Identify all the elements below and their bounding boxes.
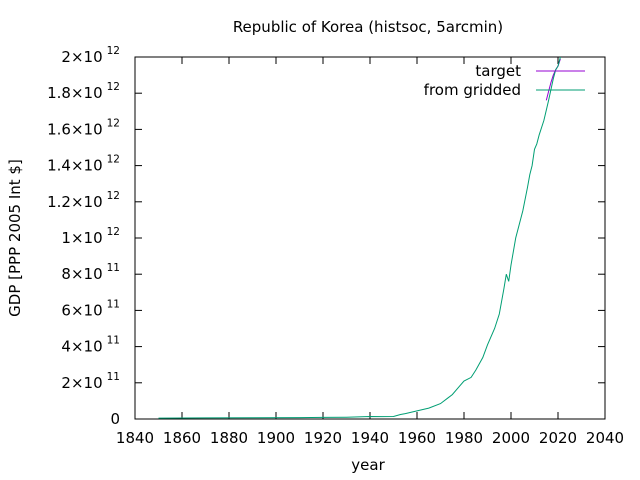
y-tick-label: 1.2×10 12 — [47, 190, 120, 211]
legend-label: from gridded — [424, 81, 521, 99]
y-tick-mantissa: 0 — [110, 410, 120, 428]
x-tick-label: 1920 — [304, 429, 342, 447]
y-tick-label: 4×10 11 — [61, 335, 120, 356]
y-tick-label: 1×10 12 — [61, 226, 120, 247]
x-tick-label: 1880 — [210, 429, 248, 447]
series-layer — [158, 56, 561, 419]
y-tick-mantissa: 2×10 — [61, 48, 102, 66]
y-axis-label: GDP [PPP 2005 Int $] — [6, 159, 24, 317]
y-tick-label: 8×10 11 — [61, 262, 120, 283]
y-tick-mantissa: 1.2×10 — [47, 193, 103, 211]
legend-label: target — [475, 62, 521, 80]
x-tick-label: 1860 — [163, 429, 201, 447]
y-tick-exponent: 11 — [107, 371, 120, 383]
y-tick-exponent: 11 — [107, 335, 120, 347]
y-tick-exponent: 12 — [107, 81, 120, 93]
series-line-1 — [158, 56, 561, 419]
y-tick-label: 1.4×10 12 — [47, 154, 120, 175]
y-tick-exponent: 12 — [107, 154, 120, 166]
y-tick-label: 1.6×10 12 — [47, 117, 120, 138]
y-tick-mantissa: 1×10 — [61, 229, 102, 247]
y-tick-exponent: 11 — [107, 298, 120, 310]
x-tick-label: 2020 — [539, 429, 577, 447]
x-tick-label: 1960 — [398, 429, 436, 447]
y-tick-mantissa: 1.4×10 — [47, 157, 103, 175]
y-tick-mantissa: 4×10 — [61, 338, 102, 356]
y-tick-exponent: 12 — [107, 117, 120, 129]
y-tick-label: 1.8×10 12 — [47, 81, 120, 102]
y-tick-label: 2×10 11 — [61, 371, 120, 392]
x-tick-label: 1840 — [116, 429, 154, 447]
y-tick-label: 2×10 12 — [61, 45, 120, 66]
x-tick-label: 1940 — [351, 429, 389, 447]
x-tick-label: 1980 — [445, 429, 483, 447]
y-tick-exponent: 12 — [107, 45, 120, 57]
y-tick-mantissa: 1.8×10 — [47, 84, 103, 102]
x-tick-label: 1900 — [257, 429, 295, 447]
x-tick-label: 2040 — [586, 429, 624, 447]
x-axis-label: year — [351, 456, 385, 474]
chart-title: Republic of Korea (histsoc, 5arcmin) — [233, 18, 503, 36]
axis-ticks: 1840 1860 1880 1900 1920 1940 1960 1980 2000 2020… — [47, 45, 624, 447]
y-tick-exponent: 12 — [107, 226, 120, 238]
x-tick-label: 2000 — [492, 429, 530, 447]
y-tick-exponent: 12 — [107, 190, 120, 202]
y-tick-mantissa: 8×10 — [61, 265, 102, 283]
y-tick-mantissa: 2×10 — [61, 374, 102, 392]
y-tick-mantissa: 1.6×10 — [47, 120, 103, 138]
plot-frame — [134, 56, 606, 420]
y-tick-label: 0 — [110, 410, 120, 428]
y-tick-mantissa: 6×10 — [61, 301, 102, 319]
y-tick-label: 6×10 11 — [61, 298, 120, 319]
y-tick-exponent: 11 — [107, 262, 120, 274]
